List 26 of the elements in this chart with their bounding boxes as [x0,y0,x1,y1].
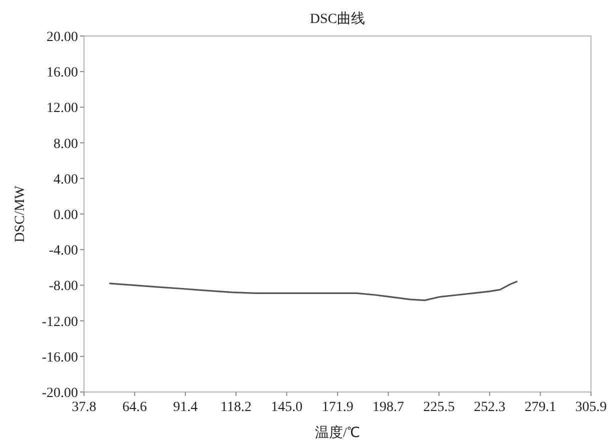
y-tick-label: 20.00 [46,30,78,45]
y-tick-label: -12.00 [42,314,78,330]
x-tick-label: 225.5 [423,400,455,415]
x-tick-label: 305.9 [575,400,607,415]
line-series [109,280,518,302]
y-tick-label: 12.00 [46,101,78,116]
x-tick-label: 37.8 [72,400,96,415]
x-tick-label: 118.2 [220,400,252,415]
x-tick-label: 279.1 [524,400,556,415]
y-tick-label: 4.00 [54,172,78,188]
x-tick-label: 171.9 [322,400,354,415]
x-tick-label: 145.0 [270,400,302,415]
y-tick-label: 16.00 [46,66,78,81]
x-tick-label: 252.3 [474,400,506,415]
y-axis-title: DSC/MW [13,184,28,242]
y-tick-label: 0.00 [54,208,78,223]
chart-title: DSC曲线 [310,11,366,27]
y-tick-label: 8.00 [54,136,78,152]
x-axis-title: 温度/℃ [315,425,360,441]
y-tick-label: -4.00 [48,244,78,259]
x-tick-label: 91.4 [173,400,198,415]
x-tick-label: 64.6 [122,400,147,415]
x-tick-label: 198.7 [372,400,404,415]
y-tick-label: -20.00 [42,386,78,401]
y-tick-label: -8.00 [48,279,78,294]
y-tick-label: -16.00 [42,350,78,366]
